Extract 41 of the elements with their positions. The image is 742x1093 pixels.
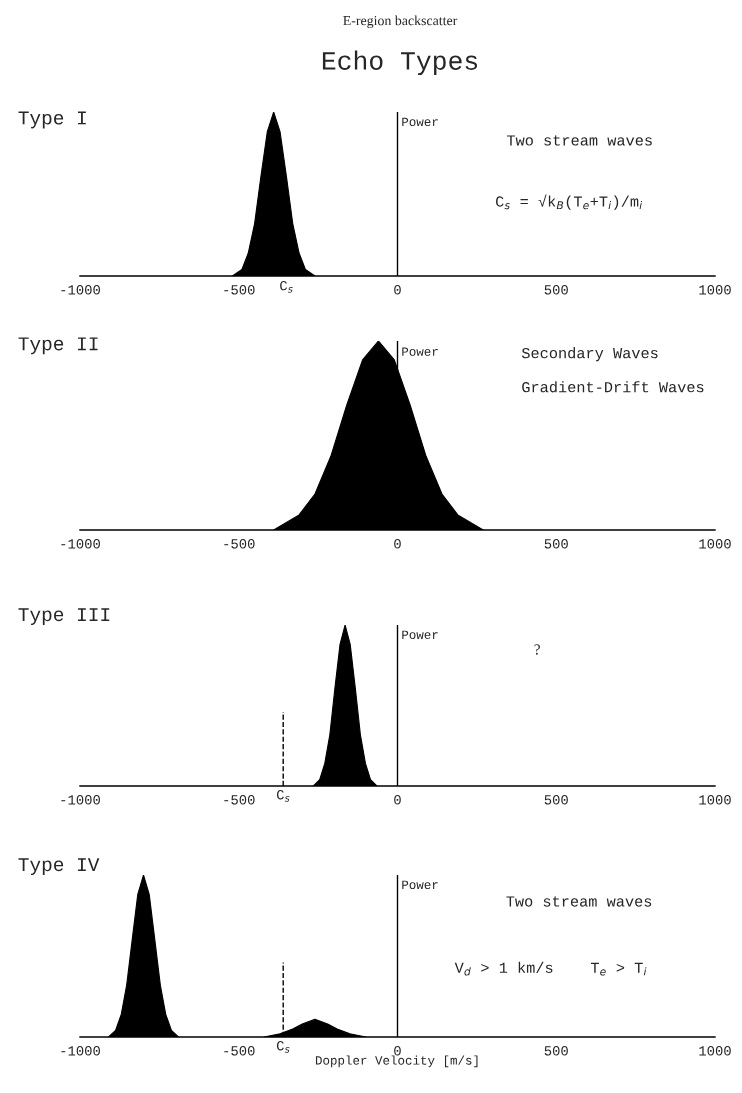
x-tick-label: -1000	[61, 795, 100, 805]
x-tick-label: -1000	[61, 1046, 100, 1056]
chart-title: Type I	[18, 111, 86, 129]
x-tick-label: -500	[224, 539, 255, 549]
x-tick-label: 500	[544, 285, 568, 295]
x-tick-label: 500	[544, 1046, 568, 1056]
x-tick-label: 0	[394, 539, 401, 549]
annotation: V$_{d}$ > 1 km/s T$_{e}$ > T$_{i}$	[454, 961, 647, 976]
x-tick-label: 500	[544, 795, 568, 805]
x-axis-title: Doppler Velocity [m/s]	[315, 1055, 478, 1068]
ref-line-label: C$_{s}$	[276, 789, 290, 802]
x-tick-label: 0	[394, 795, 401, 805]
annotation: Two stream waves	[506, 135, 652, 146]
annotation: Secondary Waves	[521, 347, 658, 362]
annotation: ?	[534, 644, 540, 655]
x-tick-label: 500	[544, 539, 568, 549]
x-tick-label: 1000	[699, 285, 731, 295]
x-tick-label: -1000	[61, 285, 100, 295]
text: C$_{s}$ = √k$_{B}$(T$_{e}$+T$_{i}$)/m$_{i}$	[496, 194, 643, 210]
annotation: C$_{s}$	[280, 280, 293, 293]
x-tick-label: -500	[224, 795, 255, 805]
x-tick-label: 0	[394, 1046, 401, 1056]
ref-line-label: Power	[402, 880, 438, 890]
x-tick-label: -1000	[61, 539, 100, 549]
chart-title: Type II	[18, 337, 98, 355]
annotation: Two stream waves	[506, 896, 652, 907]
text: E-region backscatter	[343, 15, 458, 29]
ref-line-label: Power	[402, 630, 438, 640]
annotation: Gradient-Drift Waves	[522, 381, 704, 393]
x-tick-label: 1000	[699, 1046, 731, 1056]
x-tick-label: 1000	[699, 539, 731, 549]
text: Echo Types	[322, 50, 478, 76]
ref-line-label: Power	[402, 347, 438, 356]
x-tick-label: -500	[224, 1046, 255, 1056]
ref-line-label: C$_{s}$	[276, 1041, 290, 1053]
ref-line-label: Power	[402, 117, 438, 127]
chart-title: Type III	[18, 608, 110, 625]
x-tick-label: -500	[224, 285, 255, 295]
chart-title: Type IV	[18, 858, 100, 875]
x-tick-label: 1000	[699, 795, 731, 805]
x-tick-label: 0	[394, 285, 401, 295]
